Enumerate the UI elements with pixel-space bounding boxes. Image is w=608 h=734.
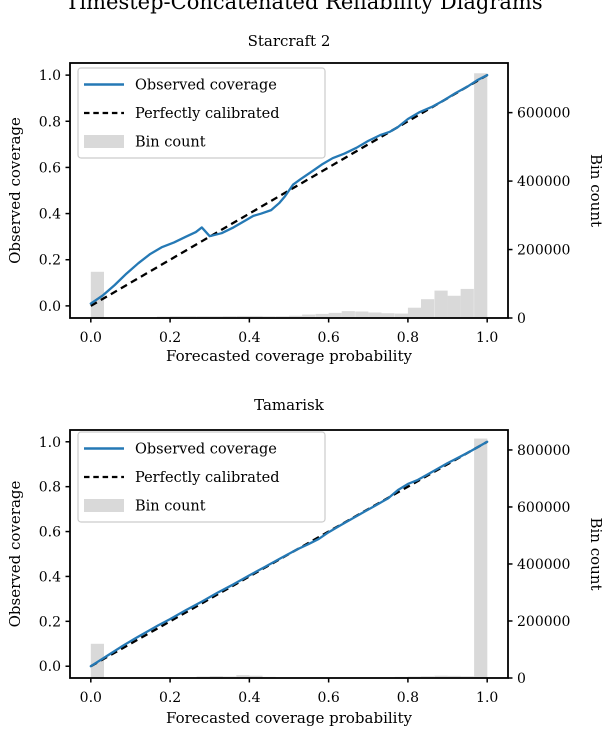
legend: Observed coverage Perfectly calibrated Bin… [77, 67, 326, 159]
perfectly-calibrated-line [90, 440, 488, 668]
chart-starcraft2: 0.0 0.2 0.4 0.6 0.8 1.0 0.0 0.2 0.4 0.6 0.8 1.0 0 200… [6, 32, 605, 364]
y-tick-label-right: 400000 [517, 557, 570, 573]
bin-count-bar [289, 315, 303, 318]
legend-bin-swatch [84, 135, 124, 148]
legend-label: Observed coverage [135, 78, 277, 94]
y-tick-label-right: 600000 [517, 106, 570, 122]
x-tick-label: 0.6 [318, 330, 340, 346]
x-tick-label: 0.2 [159, 690, 181, 706]
y-tick-label-left: 0.0 [39, 299, 61, 315]
bin-count-bar [474, 73, 488, 318]
y-tick-label-right: 600000 [517, 500, 570, 516]
x-tick-label: 0.4 [238, 330, 260, 346]
legend-label: Observed coverage [135, 442, 277, 458]
x-tick-label: 0.0 [80, 690, 102, 706]
legend-label: Perfectly calibrated [135, 106, 280, 122]
y-tick-label-left: 0.4 [39, 569, 61, 585]
x-tick-label: 1.0 [476, 690, 498, 706]
bin-count-bar [90, 271, 105, 318]
legend: Observed coverage Perfectly calibrated Bin… [77, 431, 326, 523]
bin-count-bar [394, 313, 409, 318]
y-tick-label-right: 0 [517, 311, 526, 327]
bin-count-bar [249, 675, 263, 678]
legend-bin-swatch [84, 499, 124, 512]
x-tick-label: 0.2 [159, 330, 181, 346]
plot-border [69, 62, 509, 319]
bin-count-bar [355, 311, 369, 318]
observed-coverage-line [89, 73, 489, 305]
bin-count-bar [420, 299, 435, 318]
x-axis-label: Forecasted coverage probability [166, 709, 412, 727]
subplot-title: Tamarisk [254, 396, 325, 414]
bin-count-bar [460, 288, 474, 318]
y-tick-label-left: 0.6 [39, 525, 61, 541]
y-axis-label-left: Observed coverage [6, 481, 24, 628]
y-tick-label-left: 0.2 [39, 614, 61, 630]
y-axis-label-right: Bin count [587, 154, 605, 227]
legend-label: Perfectly calibrated [135, 470, 280, 486]
bin-count-bar [222, 316, 237, 318]
chart-tamarisk: 0.0 0.2 0.4 0.6 0.8 1.0 0.0 0.2 0.4 0.6 0.8 1.0 0 200… [6, 396, 605, 727]
bin-count-bar [434, 675, 448, 678]
x-tick-label: 0.0 [80, 330, 102, 346]
bin-count-bar [381, 313, 395, 318]
bin-count-bar [434, 290, 448, 318]
bin-count-bar [368, 312, 382, 318]
x-tick-label: 1.0 [476, 330, 498, 346]
y-tick-label-right: 200000 [517, 614, 570, 630]
bin-count-bar [236, 315, 250, 318]
y-tick-label-left: 0.8 [39, 480, 61, 496]
legend-box [77, 67, 326, 159]
y-tick-label-left: 0.8 [39, 114, 61, 130]
bin-count-bar [407, 307, 422, 318]
x-tick-label: 0.6 [318, 690, 340, 706]
bin-count-bar [315, 313, 329, 318]
y-tick-label-left: 0.0 [39, 659, 61, 675]
legend-label: Bin count [135, 499, 206, 515]
bin-count-bar [474, 438, 488, 678]
y-tick-label-right: 400000 [517, 174, 570, 190]
plot-border [69, 429, 509, 679]
y-tick-label-right: 800000 [517, 443, 570, 459]
observed-coverage-line [89, 440, 489, 668]
y-tick-label-left: 0.6 [39, 160, 61, 176]
perfectly-calibrated-line [90, 74, 488, 307]
bin-count-bar [328, 312, 342, 318]
bin-count-bar [302, 314, 316, 318]
y-tick-label-right: 0 [517, 671, 526, 687]
y-axis-label-right: Bin count [587, 517, 605, 590]
x-tick-label: 0.8 [397, 690, 419, 706]
bin-count-bar [249, 315, 263, 318]
y-tick-label-left: 1.0 [39, 68, 61, 84]
y-tick-label-left: 1.0 [39, 435, 61, 451]
bin-count-bar [209, 676, 223, 678]
y-tick-label-left: 0.2 [39, 253, 61, 269]
bin-count-bar [341, 311, 355, 318]
x-tick-label: 0.8 [397, 330, 419, 346]
legend-box [77, 431, 326, 523]
bin-count-bar [236, 675, 250, 678]
y-tick-label-left: 0.4 [39, 207, 61, 223]
figure-title: Timestep-Concatenated Reliability Diagra… [65, 0, 543, 14]
y-axis-label-left: Observed coverage [6, 117, 24, 264]
x-tick-label: 0.4 [238, 690, 260, 706]
legend-label: Bin count [135, 135, 206, 151]
bin-count-bar [447, 675, 461, 678]
bin-count-bar [447, 295, 461, 318]
subplot-title: Starcraft 2 [248, 32, 331, 50]
bin-count-bars [90, 73, 488, 318]
x-axis-label: Forecasted coverage probability [166, 347, 412, 364]
y-tick-label-right: 200000 [517, 243, 570, 259]
